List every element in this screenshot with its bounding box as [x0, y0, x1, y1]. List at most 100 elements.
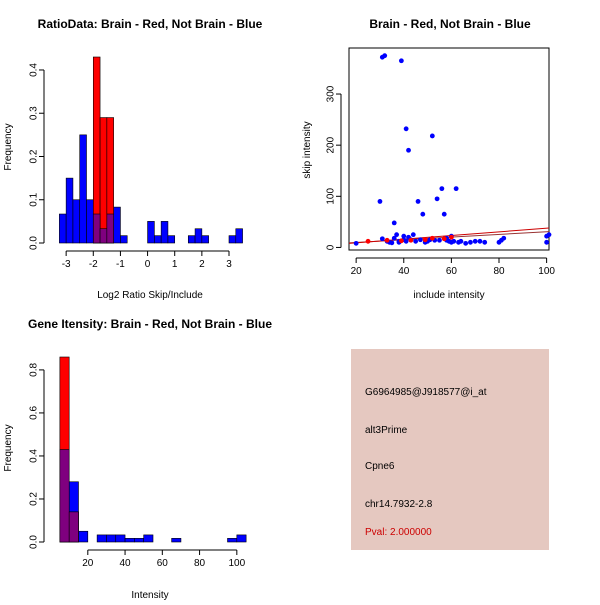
y-axis-label: Frequency — [3, 424, 14, 471]
point-brain — [441, 236, 447, 242]
chart-title: Brain - Red, Not Brain - Blue — [369, 17, 531, 31]
y-tick-label: 0.2 — [29, 149, 40, 163]
y-tick-label: 0.2 — [29, 492, 40, 506]
x-axis-label: Log2 Ratio Skip/Include — [97, 290, 203, 301]
point-not-brain — [406, 147, 411, 153]
point-not-brain — [468, 239, 473, 245]
bar-not-brain — [115, 534, 126, 543]
bar-not-brain — [147, 221, 155, 244]
bar-not-brain — [171, 538, 182, 543]
bar-overlap — [106, 213, 114, 244]
bar-not-brain — [134, 538, 144, 543]
y-tick-label: 0.4 — [29, 449, 40, 463]
x-tick-label: 2 — [199, 259, 205, 270]
x-tick-label: 80 — [493, 266, 505, 277]
point-not-brain — [434, 196, 440, 202]
point-not-brain — [429, 133, 435, 139]
axes: 20 40 60 80 100 0.0 0.2 0.4 0.6 0.8 — [29, 363, 246, 569]
bar-not-brain — [154, 235, 162, 244]
point-not-brain — [418, 237, 423, 243]
bar-not-brain — [194, 228, 203, 244]
bar-not-brain — [167, 235, 176, 244]
point-not-brain — [501, 235, 507, 241]
plot-frame — [348, 47, 550, 251]
point-not-brain — [546, 232, 552, 238]
point-not-brain — [453, 186, 459, 192]
bar-not-brain — [65, 177, 74, 244]
bar-not-brain — [235, 228, 243, 244]
point-brain — [398, 238, 404, 244]
y-tick-label: 0.0 — [29, 236, 40, 250]
point-not-brain — [477, 238, 483, 244]
y-tick-label: 0.8 — [29, 363, 40, 377]
y-tick-label: 0.3 — [29, 106, 40, 120]
x-tick-label: 80 — [194, 558, 206, 569]
probe-info-panel: G6964985@J918577@i_at alt3Prime Cpne6 ch… — [351, 349, 549, 550]
x-tick-label: 60 — [157, 558, 169, 569]
intensity-histogram: Gene Itensity: Brain - Red, Not Brain - … — [3, 317, 272, 601]
bar-overlap — [92, 213, 101, 244]
bar-not-brain — [160, 221, 169, 244]
bar-layer — [59, 356, 247, 543]
x-tick-label: 40 — [398, 266, 410, 277]
bar-not-brain — [106, 534, 117, 543]
ratio-histogram: RatioData: Brain - Red, Not Brain - Blue… — [3, 17, 263, 301]
point-brain — [448, 234, 454, 240]
pval-text: Pval: 2.000000 — [365, 527, 432, 538]
point-not-brain — [415, 199, 421, 204]
point-brain — [429, 235, 435, 241]
x-tick-label: 0 — [145, 259, 151, 270]
point-brain — [422, 237, 428, 243]
x-tick-label: -3 — [62, 259, 71, 270]
y-tick-label: 0 — [326, 244, 337, 250]
x-tick-label: 100 — [538, 266, 555, 277]
bar-overlap — [99, 228, 108, 244]
bar-not-brain — [120, 235, 128, 244]
point-not-brain — [441, 211, 447, 217]
x-tick-label: -2 — [89, 259, 98, 270]
point-not-brain — [382, 53, 388, 59]
bar-not-brain — [72, 199, 81, 244]
gene-name: Cpne6 — [365, 461, 395, 472]
point-not-brain — [410, 232, 416, 238]
bar-not-brain — [236, 534, 247, 543]
bar-not-brain — [124, 538, 135, 543]
axes: -3 -2 -1 0 1 2 3 0.0 0.1 0.2 0.3 0.4 — [29, 63, 233, 270]
x-tick-label: 1 — [172, 259, 178, 270]
point-not-brain — [403, 238, 409, 244]
x-tick-label: 60 — [446, 266, 458, 277]
y-tick-label: 200 — [326, 136, 337, 153]
y-tick-label: 0.4 — [29, 63, 40, 77]
point-not-brain — [394, 232, 400, 238]
bar-not-brain — [59, 213, 67, 244]
point-not-brain — [391, 220, 397, 226]
y-tick-label: 100 — [326, 188, 337, 205]
chart-title: RatioData: Brain - Red, Not Brain - Blue — [38, 17, 263, 31]
point-not-brain — [458, 238, 464, 244]
x-tick-label: 20 — [351, 266, 363, 277]
y-tick-label: 300 — [326, 85, 337, 102]
x-tick-label: -1 — [116, 259, 125, 270]
point-not-brain — [437, 237, 442, 243]
point-not-brain — [413, 238, 419, 244]
bar-not-brain — [79, 134, 87, 244]
x-tick-label: 40 — [119, 558, 131, 569]
bar-not-brain — [227, 538, 238, 543]
point-not-brain — [379, 236, 385, 242]
bar-layer — [59, 56, 243, 244]
y-axis-label: skip intensity — [302, 121, 313, 178]
bar-not-brain — [86, 199, 94, 244]
point-not-brain — [391, 235, 397, 241]
point-not-brain — [403, 126, 409, 132]
x-tick-label: 20 — [82, 558, 94, 569]
point-not-brain — [377, 199, 383, 204]
point-not-brain — [482, 239, 488, 245]
y-tick-label: 0.6 — [29, 406, 40, 420]
point-not-brain — [544, 239, 550, 245]
point-not-brain — [401, 233, 407, 239]
point-not-brain — [389, 240, 395, 246]
point-brain — [365, 238, 371, 244]
bar-not-brain — [143, 534, 154, 543]
point-not-brain — [451, 238, 457, 244]
y-tick-label: 0.1 — [29, 192, 40, 206]
